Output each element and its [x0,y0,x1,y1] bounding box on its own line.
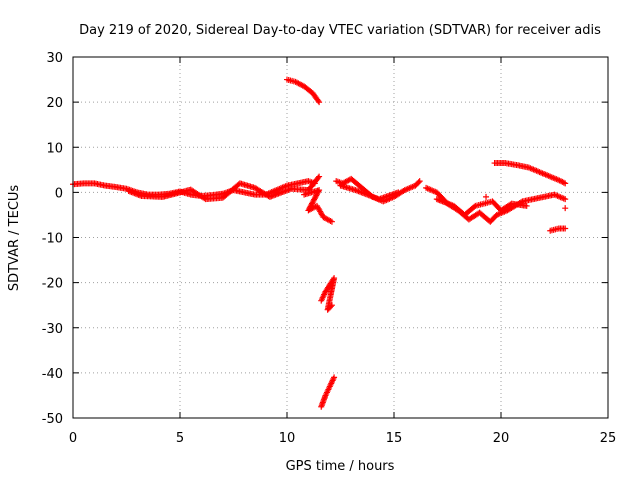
data-point-marker [562,225,569,232]
x-tick-label: 0 [69,431,77,446]
series-drop-segment-12h [318,275,338,313]
series-end-markers [483,193,569,212]
data-point-marker [331,374,338,381]
data-point-marker [328,218,335,225]
data-point-marker [416,178,423,185]
y-tick-label: -10 [42,232,63,247]
x-tick-label: 20 [493,431,510,446]
y-tick-label: -30 [42,322,63,337]
series-late-trace-b [433,196,530,218]
series-low-segment-12h [318,374,338,410]
grid-layer [73,57,608,418]
chart-title: Day 219 of 2020, Sidereal Day-to-day VTE… [79,23,601,38]
y-tick-label: -40 [42,367,63,382]
y-axis-label: SDTVAR / TECUs [7,185,22,292]
data-point-marker [201,195,208,202]
y-tick-label: 30 [46,51,63,66]
series-late-low-segment [547,225,569,234]
data-point-marker [315,97,322,104]
y-tick-label: -20 [42,277,63,292]
series-late-high-segment [491,160,569,187]
data-point-marker [316,173,323,180]
data-point-marker [415,179,422,186]
data-point-marker [328,302,335,309]
data-point-marker [562,205,569,212]
series-main-trace-b [125,173,323,203]
series-high-segment-11h [284,76,323,106]
data-point-marker [395,189,402,196]
y-tick-label: 20 [46,96,63,111]
x-tick-label: 15 [386,431,403,446]
data-point-marker [562,196,569,203]
x-tick-label: 25 [600,431,617,446]
data-point-marker [316,99,323,106]
x-tick-label: 10 [279,431,296,446]
series-mid-trace [333,175,423,205]
series-minus-segment-11h [301,187,335,225]
y-tick-label: -50 [42,412,63,427]
x-axis-label: GPS time / hours [286,459,395,474]
x-tick-label: 5 [176,431,184,446]
tick-layer: 0 5 10 15 20 25 -50 -40 -30 -20 -10 0 10 20 30 [42,51,617,446]
y-tick-label: 10 [46,141,63,156]
data-layer [70,76,569,410]
data-point-marker [483,193,490,200]
data-point-marker [523,202,530,209]
data-point-marker [315,174,322,181]
data-point-marker [562,180,569,187]
data-point-marker [327,303,334,310]
y-tick-label: 0 [55,186,63,201]
